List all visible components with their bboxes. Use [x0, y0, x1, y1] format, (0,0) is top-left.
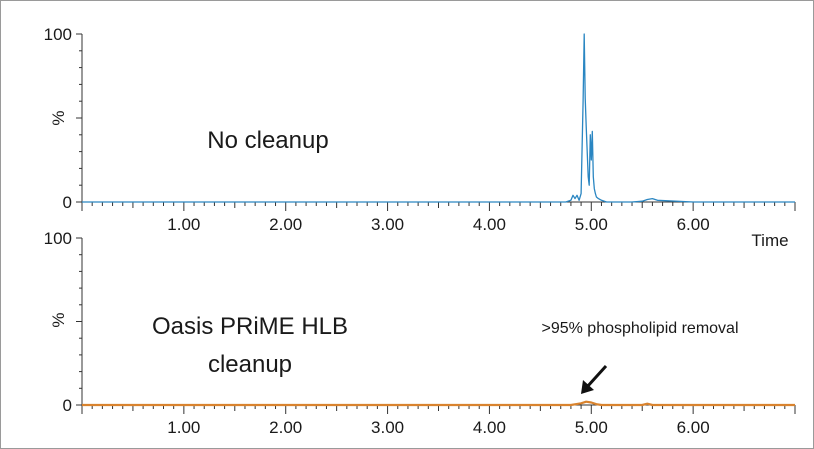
x-tick-marks	[81, 405, 796, 414]
x-tick-label: 4.00	[473, 215, 506, 234]
series-line	[82, 400, 795, 407]
chart-panel-no-cleanup: 1.00 2.00 3.00 4.00 5.00 6.00 0 100 % Time No …	[44, 25, 796, 250]
x-tick-label: 2.00	[269, 215, 302, 234]
chart-panel-prime-hlb: 1.00 2.00 3.00 4.00 5.00 6.00 0 100 % Oasis PR…	[44, 229, 796, 437]
y-tick-label: 0	[63, 396, 72, 415]
y-tick-label: 100	[44, 229, 72, 248]
annotation-no-cleanup: No cleanup	[207, 127, 328, 154]
x-tick-label: 5.00	[575, 215, 608, 234]
y-tick-label: 0	[63, 193, 72, 212]
x-tick-marks	[81, 202, 796, 211]
y-minor-ticks	[76, 33, 82, 203]
y-axis-label: %	[49, 110, 68, 125]
y-tick-labels: 0 100	[44, 25, 72, 212]
x-tick-labels: 1.00 2.00 3.00 4.00 5.00 6.00	[167, 418, 709, 437]
x-tick-label: 1.00	[167, 215, 200, 234]
y-axis-label: %	[49, 312, 68, 327]
y-tick-label: 100	[44, 25, 72, 44]
arrow-icon	[581, 364, 608, 394]
series-group	[82, 400, 795, 407]
x-tick-labels: 1.00 2.00 3.00 4.00 5.00 6.00	[167, 215, 709, 234]
annotation-line-2: cleanup	[208, 351, 292, 378]
annotation-line-1: Oasis PRiME HLB	[152, 313, 348, 340]
x-tick-label: 5.00	[575, 418, 608, 437]
x-tick-label: 6.00	[677, 215, 710, 234]
y-minor-ticks	[76, 237, 82, 406]
x-tick-label: 6.00	[677, 418, 710, 437]
series-group	[82, 33, 795, 203]
x-tick-label: 2.00	[269, 418, 302, 437]
y-tick-labels: 0 100	[44, 229, 72, 415]
series-line	[82, 33, 795, 203]
x-tick-label: 1.00	[167, 418, 200, 437]
x-tick-label: 3.00	[371, 418, 404, 437]
x-tick-label: 4.00	[473, 418, 506, 437]
x-tick-label: 3.00	[371, 215, 404, 234]
x-axis-label: Time	[751, 231, 788, 250]
callout-text: >95% phospholipid removal	[541, 320, 738, 337]
